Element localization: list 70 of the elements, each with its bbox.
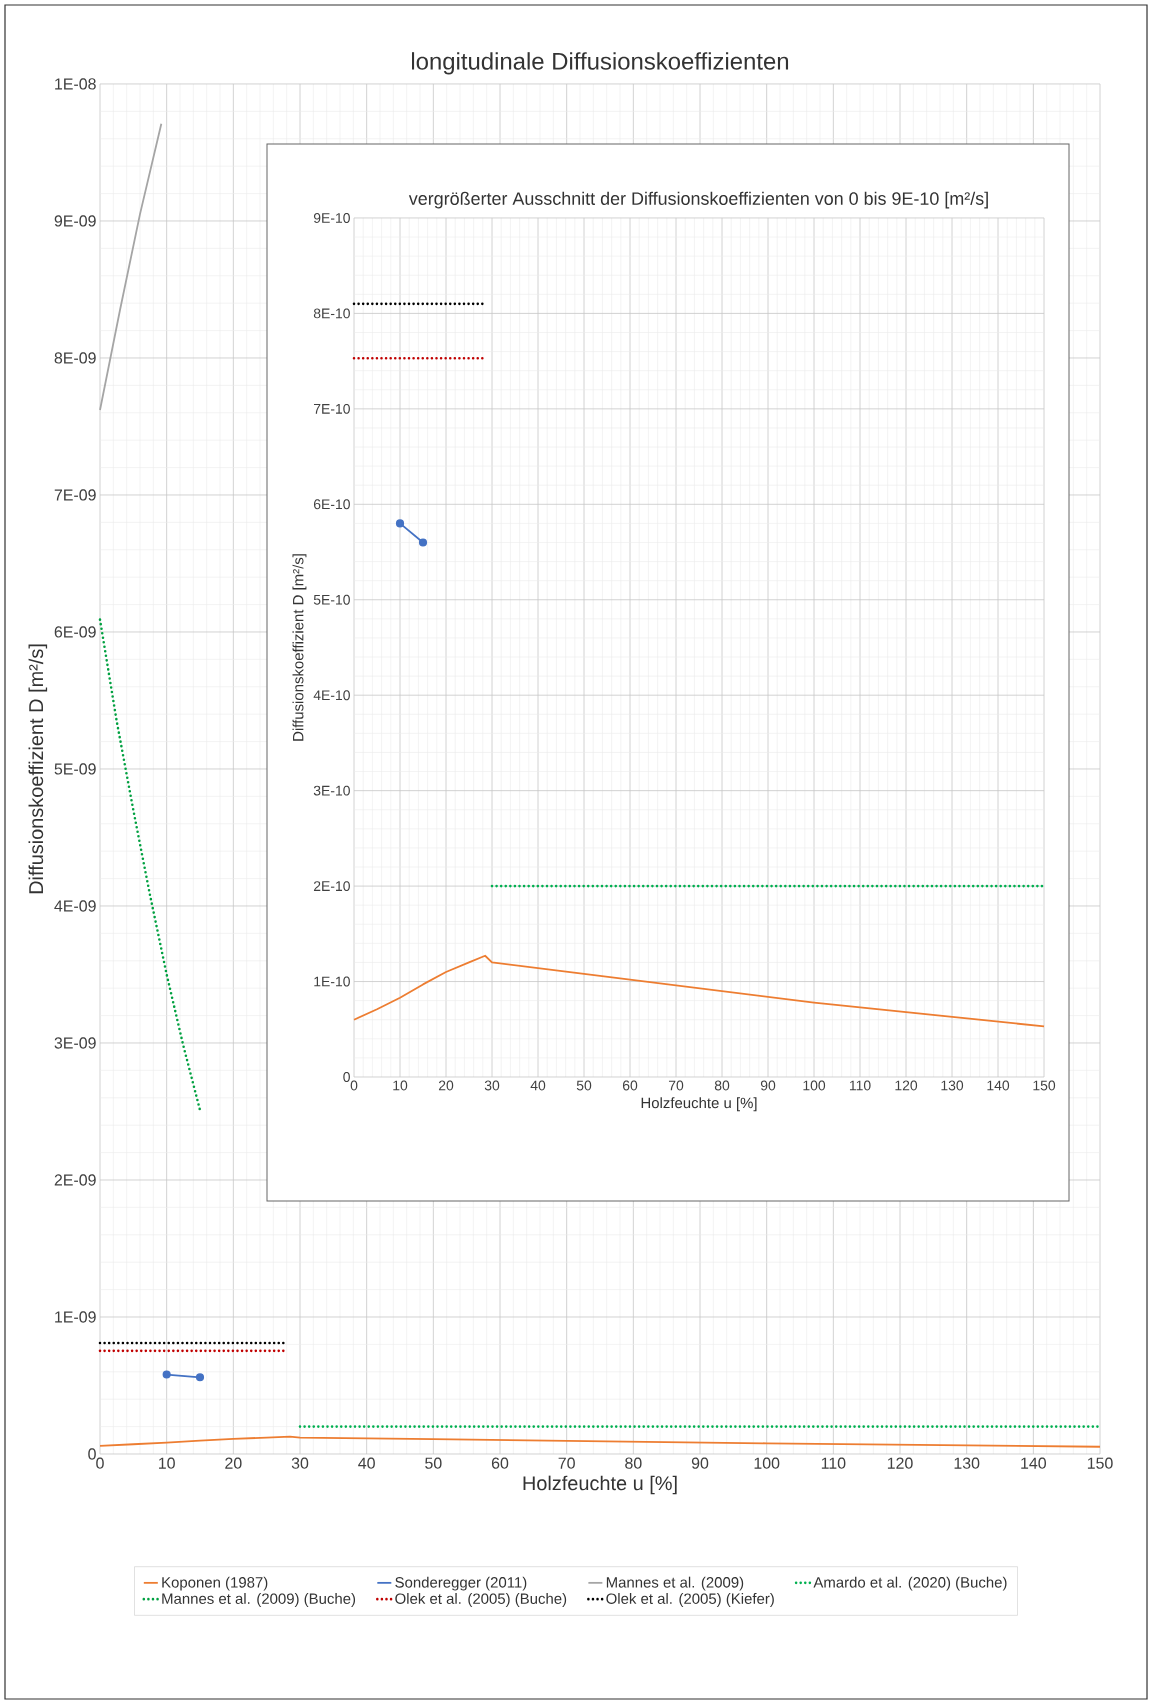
- x-axis-title: Holzfeuchte u [%]: [523, 1475, 677, 1495]
- legend-label: Koponen (1987): [162, 1576, 268, 1591]
- x-tick-label: 10: [159, 1457, 175, 1469]
- y-tick-label: 9E-09: [54, 215, 96, 227]
- chart-title: longitudinale Diffusionskoeffizienten: [411, 52, 789, 75]
- x-tick-label: 30: [484, 1080, 500, 1091]
- x-tick-label: 50: [425, 1457, 442, 1469]
- y-tick-label: 7E-09: [54, 489, 96, 501]
- x-tick-label: 150: [1033, 1080, 1056, 1091]
- line-series: [98, 618, 202, 1112]
- y-tick-label: 4E-10: [313, 690, 350, 701]
- x-tick-label: 60: [622, 1080, 638, 1091]
- x-tick-label: 120: [887, 1457, 913, 1469]
- y-tick-label: 6E-10: [313, 499, 350, 510]
- x-tick-label: 0: [350, 1080, 358, 1091]
- x-tick-label: 80: [714, 1080, 730, 1091]
- x-tick-label: 90: [691, 1457, 709, 1469]
- x-tick-label: 120: [895, 1080, 918, 1091]
- x-tick-label: 110: [821, 1457, 846, 1469]
- x-tick-label: 20: [225, 1457, 242, 1469]
- y-tick-label: 2E-10: [313, 881, 350, 892]
- y-tick-label: 5E-10: [313, 594, 350, 605]
- legend-label: Mannes et al. (2009): [606, 1576, 744, 1591]
- x-tick-label: 70: [558, 1457, 575, 1469]
- chart-title: vergrößerter Ausschnitt der Diffusionskoeffizienten von 0 bis 9E-10 [m²/s]: [408, 191, 988, 209]
- y-tick-label: 3E-09: [54, 1037, 96, 1049]
- y-tick-label: 8E-09: [54, 352, 96, 364]
- y-tick-label: 8E-10: [313, 308, 350, 319]
- legend-label: Olek et al. (2005) (Buche): [395, 1593, 567, 1607]
- y-tick-label: 1E-09: [55, 1311, 96, 1323]
- x-tick-label: 110: [849, 1080, 871, 1091]
- legend-label: Amardo et al. (2020) (Buche): [813, 1576, 1007, 1591]
- x-tick-label: 150: [1087, 1457, 1113, 1469]
- x-tick-label: 10: [393, 1080, 408, 1091]
- y-tick-label: 7E-10: [313, 403, 350, 414]
- y-tick-label: 1E-10: [314, 976, 350, 987]
- line-series: [99, 1435, 1101, 1448]
- x-axis-title: Holzfeuchte u [%]: [641, 1097, 757, 1112]
- y-tick-label: 2E-09: [54, 1174, 96, 1186]
- x-tick-label: 0: [96, 1457, 104, 1469]
- x-tick-label: 90: [760, 1080, 776, 1091]
- y-tick-label: 6E-09: [54, 626, 96, 638]
- y-tick-label: 0: [343, 1072, 350, 1082]
- x-tick-label: 30: [291, 1457, 309, 1469]
- x-tick-label: 50: [576, 1080, 592, 1091]
- y-axis-title: Diffusionskoeffizient D [m²/s]: [28, 644, 48, 894]
- y-axis-title: Diffusionskoeffizient D [m²/s]: [292, 554, 307, 741]
- x-tick-label: 40: [530, 1080, 546, 1091]
- x-tick-label: 20: [438, 1080, 454, 1091]
- x-tick-label: 140: [1021, 1457, 1047, 1469]
- x-tick-label: 100: [754, 1457, 780, 1469]
- legend-label: Sonderegger (2011): [395, 1576, 527, 1591]
- x-tick-label: 60: [491, 1457, 509, 1469]
- x-tick-label: 130: [941, 1080, 964, 1091]
- y-tick-label: 4E-09: [54, 900, 96, 912]
- legend-label: Mannes et al. (2009) (Buche): [162, 1593, 356, 1607]
- y-tick-label: 0: [88, 1448, 96, 1460]
- y-tick-label: 1E-08: [55, 78, 96, 90]
- x-tick-label: 140: [987, 1080, 1010, 1091]
- line-series: [353, 954, 1045, 1028]
- x-tick-label: 40: [358, 1457, 375, 1469]
- x-tick-label: 70: [668, 1080, 684, 1091]
- y-tick-label: 3E-10: [313, 785, 350, 796]
- x-tick-label: 100: [803, 1080, 826, 1091]
- legend-label: Olek et al. (2005) (Kiefer): [606, 1593, 774, 1607]
- x-tick-label: 80: [625, 1457, 642, 1469]
- y-tick-label: 5E-09: [54, 763, 96, 775]
- y-tick-label: 9E-10: [313, 213, 350, 223]
- x-tick-label: 130: [954, 1457, 980, 1469]
- line-series: [99, 122, 163, 411]
